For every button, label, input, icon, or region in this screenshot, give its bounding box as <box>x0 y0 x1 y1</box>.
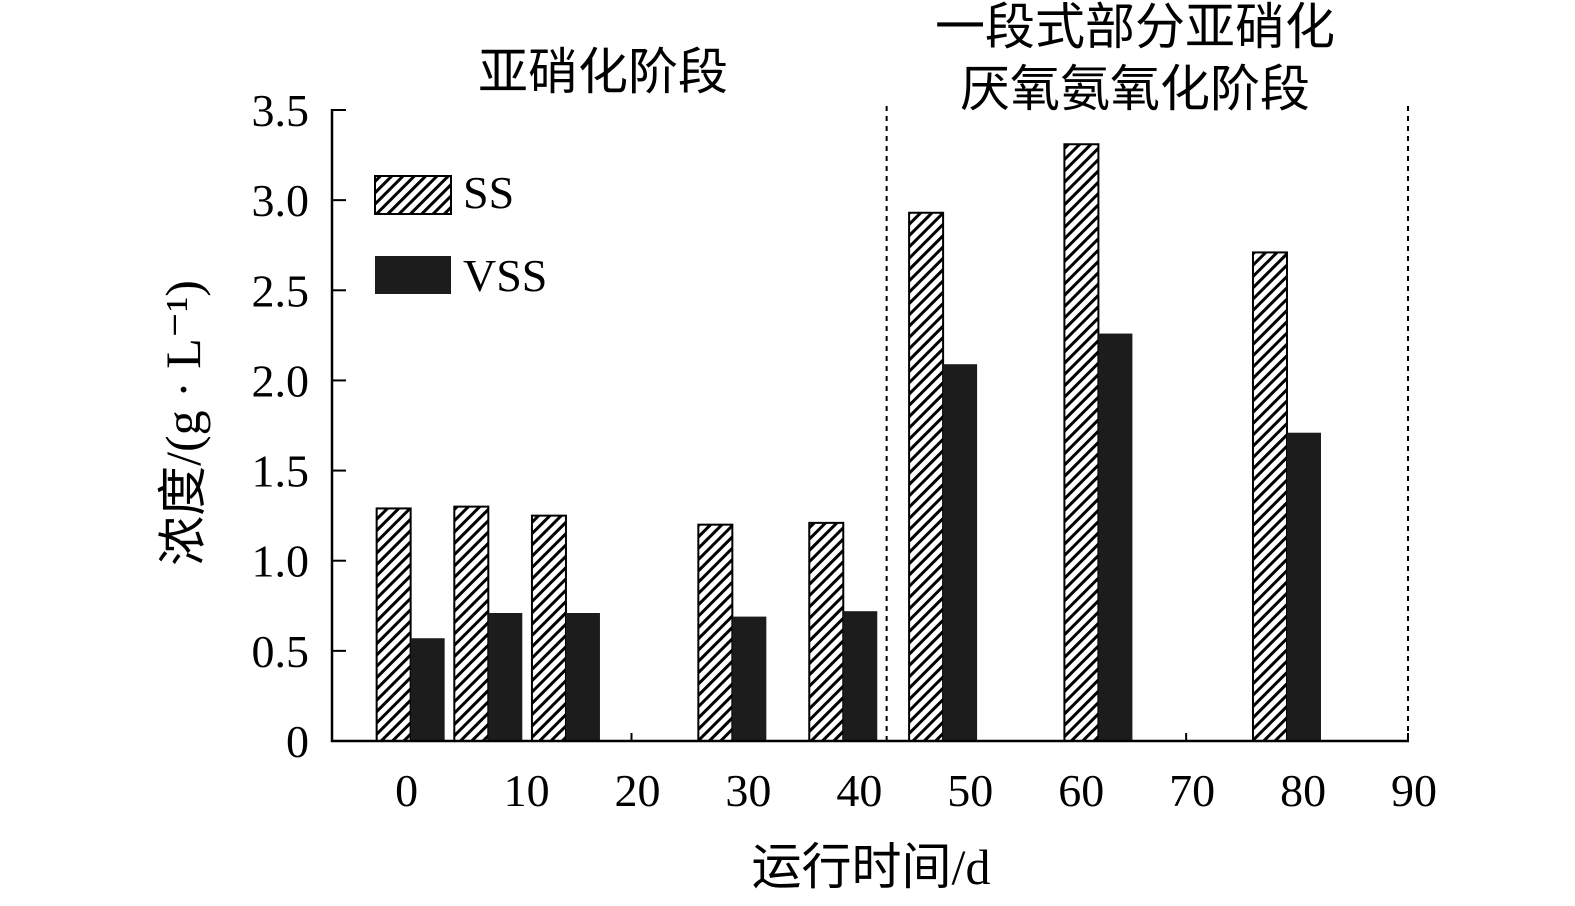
y-tick-labels: 0 0.5 1.0 1.5 2.0 2.5 3.0 3.5 <box>252 85 310 767</box>
bar-ss-3 <box>697 523 734 743</box>
x-tick-label-9: 90 <box>1391 765 1437 816</box>
x-tick-label-5: 50 <box>947 765 993 816</box>
x-tick-label-3: 30 <box>725 765 771 816</box>
x-tick-label-2: 20 <box>615 765 661 816</box>
y-axis-label: 浓度/(g · L⁻¹) <box>155 280 211 566</box>
legend-vss-swatch <box>375 256 451 294</box>
y-tick-label-4: 2.0 <box>252 355 310 406</box>
phase-annotation-nitritation: 亚硝化阶段 <box>478 44 728 100</box>
bar-vss-2 <box>565 612 600 741</box>
legend: SS VSS <box>374 167 547 301</box>
bar-vss-1 <box>488 612 523 741</box>
bar-vss-3 <box>732 616 767 741</box>
bar-vss-6 <box>1098 333 1133 741</box>
y-tick-label-1: 0.5 <box>252 626 310 677</box>
x-tick-label-6: 60 <box>1058 765 1104 816</box>
bar-ss-1 <box>453 505 490 742</box>
x-tick-label-0: 0 <box>395 765 418 816</box>
bar-ss-2 <box>530 514 567 743</box>
y-tick-label-6: 3.0 <box>252 175 310 226</box>
x-tick-label-1: 10 <box>504 765 550 816</box>
x-tick-label-8: 80 <box>1280 765 1326 816</box>
bar-series <box>375 143 1321 743</box>
phase-annotation-anammox-line-1: 一段式部分亚硝化 <box>935 0 1335 55</box>
bar-vss-5 <box>943 364 978 741</box>
legend-ss-swatch <box>374 175 452 215</box>
phase-annotation-anammox-line-2: 厌氧氨氧化阶段 <box>960 61 1310 117</box>
bar-ss-5 <box>908 211 945 742</box>
x-tick-label-4: 40 <box>836 765 882 816</box>
y-tick-label-7: 3.5 <box>252 85 310 136</box>
legend-vss-label: VSS <box>463 250 547 301</box>
x-tick-label-7: 70 <box>1169 765 1215 816</box>
bar-vss-0 <box>410 638 445 741</box>
bar-ss-4 <box>808 521 845 743</box>
y-tick-label-0: 0 <box>286 716 309 767</box>
bar-ss-7 <box>1251 251 1288 742</box>
x-axis-label: 运行时间/d <box>752 839 991 895</box>
y-axis-ticks <box>332 109 346 742</box>
y-tick-label-3: 1.5 <box>252 446 310 497</box>
x-tick-labels: 0 10 20 30 40 50 60 70 80 90 <box>395 765 1437 816</box>
y-tick-label-5: 2.5 <box>252 265 310 316</box>
bar-ss-6 <box>1063 143 1100 743</box>
bar-vss-7 <box>1286 432 1321 741</box>
legend-ss-label: SS <box>463 167 514 218</box>
y-tick-label-2: 1.0 <box>252 536 310 587</box>
bar-ss-0 <box>375 507 412 742</box>
bar-vss-4 <box>843 611 878 741</box>
